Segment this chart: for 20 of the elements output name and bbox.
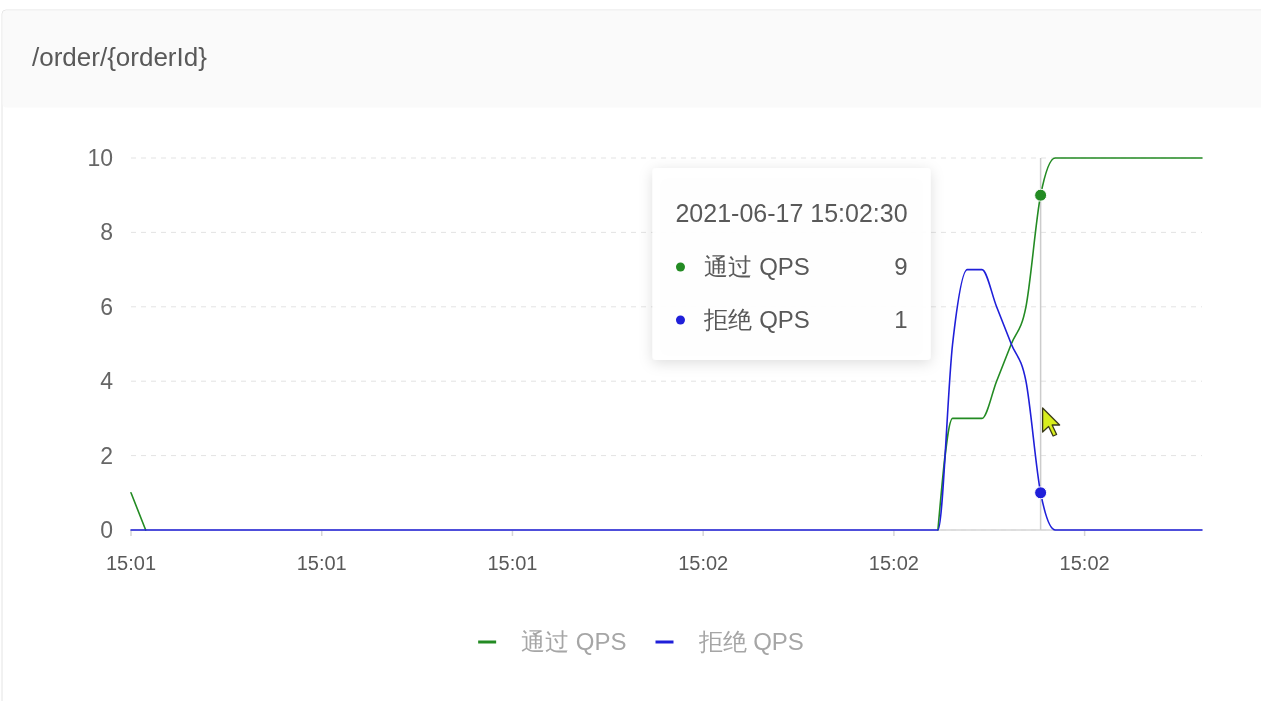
annotation: 拒绝 QPS [703,306,810,334]
annotation: 通过 QPS [704,253,810,281]
annotation: 2021-06-17 15:02:30 [675,199,908,227]
legend-label: 通过 QPS [521,628,627,656]
x-tick-label: 15:02 [1059,552,1110,574]
y-tick-label: 6 [100,293,113,320]
y-tick-label: 0 [100,517,113,544]
x-tick-label: 15:01 [296,552,347,574]
annotation: 9 [894,253,908,281]
y-tick-label: 8 [100,219,113,246]
y-tick-label: 10 [87,145,113,172]
chart-title: /order/{orderId} [32,42,208,72]
y-tick-label: 4 [100,368,114,395]
x-tick-label: 15:01 [105,552,157,574]
x-tick-label: 15:02 [678,552,729,574]
annotation: 1 [894,306,908,334]
legend-label: 拒绝 QPS [697,628,804,656]
x-tick-label: 15:01 [487,552,538,574]
x-tick-label: 15:02 [868,552,919,574]
y-tick-label: 2 [100,442,113,469]
